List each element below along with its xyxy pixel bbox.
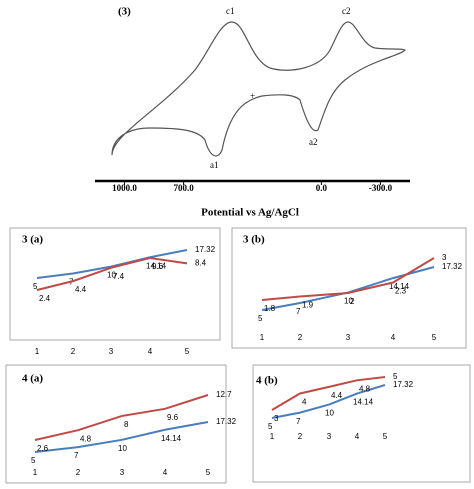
x-tick-label: 5 <box>185 347 190 356</box>
data-label: 5 <box>33 282 38 291</box>
peak-label: c2 <box>342 6 351 16</box>
panel-title: 3 (a) <box>22 234 43 246</box>
data-label: 4.8 <box>359 384 371 393</box>
data-label: 8.4 <box>195 258 207 267</box>
cv-label: (3) <box>118 6 131 18</box>
line <box>34 394 209 441</box>
x-tick-label: 3 <box>109 347 114 356</box>
x-tick-label: 5 <box>383 432 388 441</box>
x-axis-label: Potential vs Ag/AgCl <box>201 207 299 219</box>
data-label: 17.32 <box>393 380 414 389</box>
line <box>261 257 435 301</box>
x-tick-label: 4 <box>148 347 153 356</box>
line <box>271 376 386 411</box>
panel <box>9 227 221 341</box>
data-label: 3 <box>442 253 447 262</box>
data-label: 14.14 <box>353 398 374 407</box>
panel <box>5 364 227 484</box>
data-label: 7 <box>296 417 301 426</box>
data-label: 4.4 <box>75 285 87 294</box>
data-label: 5 <box>393 372 398 381</box>
x-tick-label: 4 <box>391 333 396 342</box>
data-label: 4 <box>302 398 307 407</box>
data-label: 14.14 <box>389 282 410 291</box>
x-tick-label: 0.0 <box>316 183 328 193</box>
panel <box>231 227 467 349</box>
x-tick-label: 5 <box>206 468 211 477</box>
x-tick-label: -300.0 <box>369 183 393 193</box>
x-tick-label: 3 <box>346 333 351 342</box>
line <box>36 249 188 279</box>
data-label: 10 <box>118 444 127 453</box>
data-label: 12.7 <box>216 390 232 399</box>
data-label: 10 <box>325 409 334 418</box>
data-label: 5 <box>268 422 273 431</box>
data-label: 3 <box>274 414 279 423</box>
data-label: 2.4 <box>39 294 51 303</box>
line <box>271 384 386 419</box>
peak-label: a1 <box>210 160 219 170</box>
data-label: 7 <box>74 451 79 460</box>
x-tick-label: 1 <box>270 432 275 441</box>
data-label: 5 <box>31 456 36 465</box>
data-label: 17.32 <box>216 417 237 426</box>
x-tick-label: 3 <box>120 468 125 477</box>
peak-label: a2 <box>309 137 318 147</box>
data-label: 2.6 <box>37 444 49 453</box>
marker: + <box>250 91 255 101</box>
data-label: 17.32 <box>195 245 216 254</box>
data-label: 17.32 <box>442 262 463 271</box>
data-label: 7.4 <box>113 272 125 281</box>
data-label: 1.9 <box>302 301 314 310</box>
x-tick-label: 2 <box>298 432 303 441</box>
data-label: 2 <box>350 297 355 306</box>
panel-title: 4 (b) <box>256 375 278 387</box>
data-label: 4.4 <box>331 391 343 400</box>
data-label: 1.8 <box>264 304 276 313</box>
data-label: 10 <box>107 271 116 280</box>
data-label: 14.14 <box>161 434 182 443</box>
x-tick-label: 3 <box>327 432 332 441</box>
x-tick-label: 1 <box>33 468 38 477</box>
x-tick-label: 4 <box>163 468 168 477</box>
panel-title: 3 (b) <box>243 234 265 246</box>
x-tick-label: 2 <box>71 347 76 356</box>
data-label: 5 <box>258 314 263 323</box>
data-label: 10 <box>344 297 353 306</box>
line <box>34 421 209 453</box>
data-label: 7 <box>296 307 301 316</box>
x-tick-label: 2 <box>298 333 303 342</box>
x-tick-label: 1000.0 <box>112 183 137 193</box>
panel <box>252 364 471 483</box>
x-tick-label: 1 <box>260 333 265 342</box>
data-label: 9.6 <box>167 413 179 422</box>
x-tick-label: 1 <box>35 347 40 356</box>
data-label: 2.3 <box>395 287 407 296</box>
peak-label: c1 <box>226 6 235 16</box>
x-tick-label: 700.0 <box>173 183 194 193</box>
x-tick-label: 2 <box>76 468 81 477</box>
x-tick-label: 5 <box>432 333 437 342</box>
line <box>36 256 188 291</box>
data-label: 14.14 <box>146 261 167 270</box>
x-tick-label: 4 <box>355 432 360 441</box>
cv-curve <box>111 21 406 157</box>
data-label: 8 <box>124 420 129 429</box>
data-label: 9.6 <box>152 262 164 271</box>
panel-title: 4 (a) <box>22 373 43 385</box>
data-label: 4.8 <box>80 434 92 443</box>
